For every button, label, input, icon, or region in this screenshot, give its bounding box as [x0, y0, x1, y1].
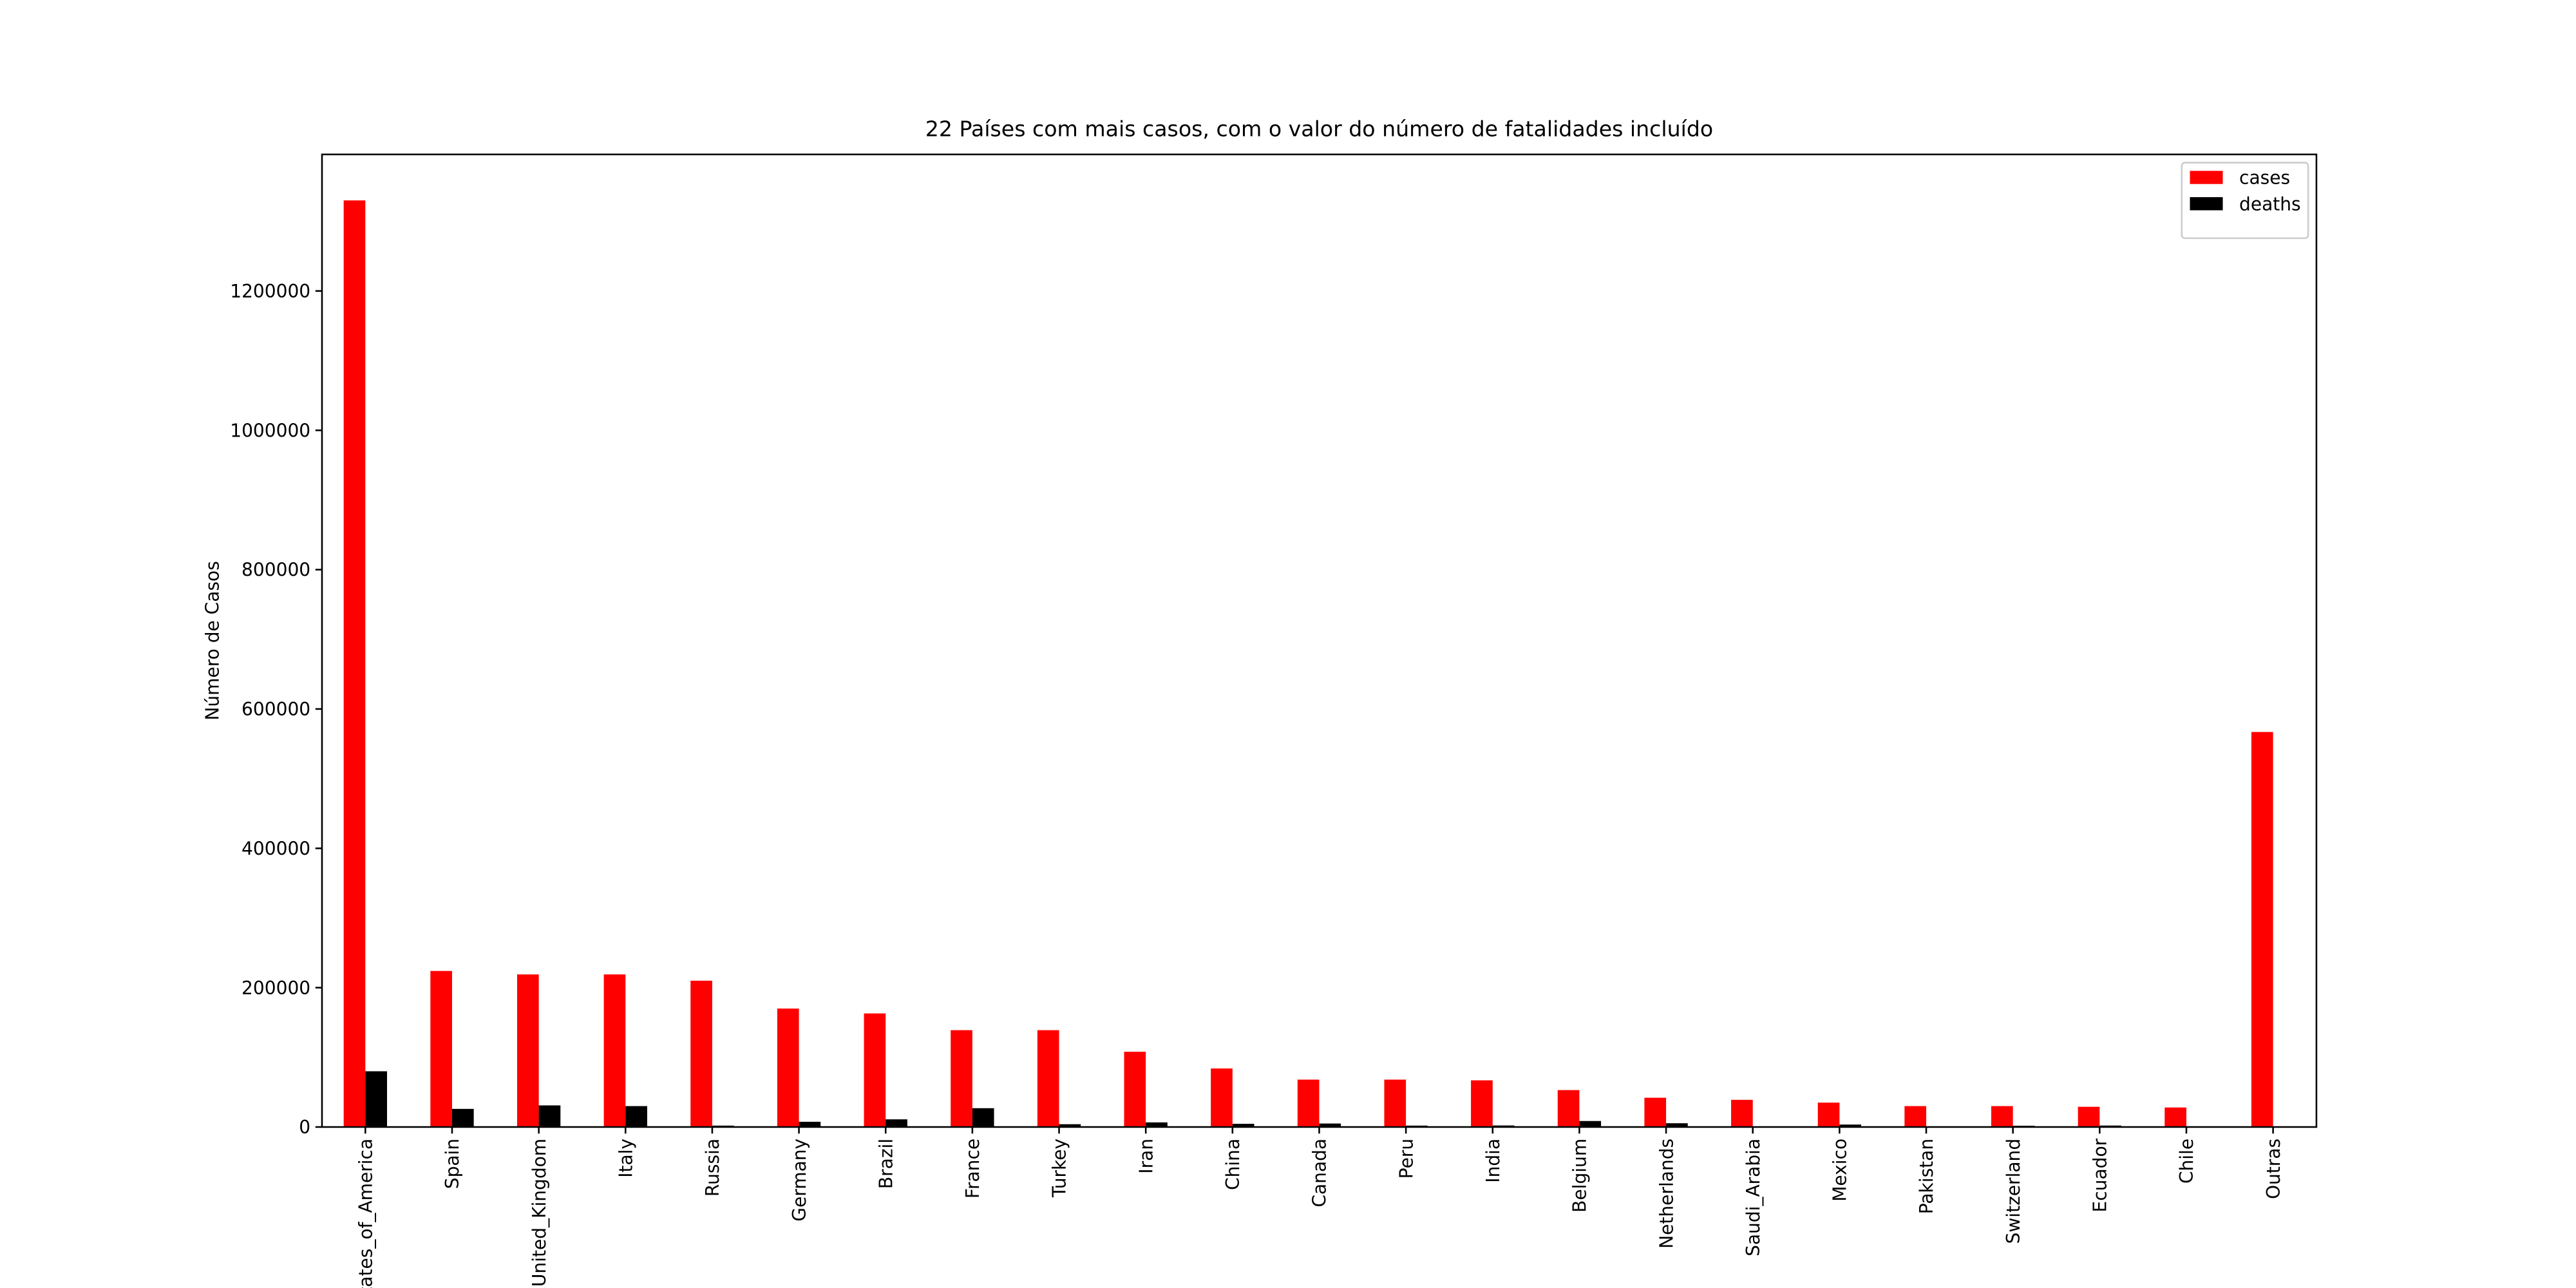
- bar: [864, 1013, 886, 1127]
- bar: [625, 1106, 647, 1127]
- bar: [1991, 1106, 2013, 1127]
- bar: [1839, 1124, 1862, 1127]
- y-tick-label: 1200000: [230, 281, 310, 302]
- x-tick-label: United_Kingdom: [529, 1139, 550, 1287]
- bar: [690, 980, 712, 1127]
- x-tick-label: Germany: [789, 1139, 810, 1222]
- x-tick-label: China: [1222, 1139, 1244, 1190]
- x-tick-label: Ecuador: [2090, 1138, 2111, 1212]
- bar: [430, 971, 452, 1127]
- x-tick-label: France: [962, 1139, 983, 1198]
- x-tick-label: Switzerland: [2003, 1139, 2024, 1244]
- bar: [972, 1108, 994, 1127]
- x-tick-label: Mexico: [1830, 1139, 1851, 1202]
- plot-frame: [321, 153, 2318, 1128]
- bar: [1232, 1124, 1255, 1127]
- bar: [451, 1108, 474, 1127]
- x-tick-label: Saudi_Arabia: [1743, 1139, 1764, 1256]
- bar: [1557, 1090, 1580, 1127]
- bar: [1471, 1080, 1493, 1127]
- x-tick-label: Peru: [1396, 1139, 1417, 1179]
- x-tick-label: Pakistan: [1916, 1139, 1937, 1214]
- bar: [1146, 1122, 1168, 1127]
- bar: [343, 200, 366, 1127]
- bar: [1297, 1079, 1320, 1127]
- y-axis-label: Número de Casos: [202, 561, 223, 720]
- bar: [1904, 1106, 1927, 1127]
- bar: [2164, 1107, 2186, 1127]
- x-tick-label: Turkey: [1049, 1139, 1070, 1198]
- legend-swatch: [2190, 197, 2223, 211]
- bar: [1211, 1068, 1233, 1127]
- bar: [1644, 1097, 1667, 1127]
- x-tick-label: United_States_of_America: [355, 1139, 377, 1288]
- bar: [538, 1105, 561, 1127]
- y-tick-label: 600000: [242, 699, 310, 720]
- bar: [799, 1121, 821, 1127]
- bar: [2251, 732, 2273, 1127]
- x-tick-label: Canada: [1309, 1139, 1331, 1208]
- chart-title: 22 Países com mais casos, com o valor do…: [925, 117, 1713, 142]
- x-tick-label: Brazil: [875, 1139, 896, 1189]
- bar: [1037, 1030, 1059, 1127]
- bar: [886, 1119, 907, 1127]
- legend-swatch: [2190, 171, 2223, 184]
- x-tick-label: Spain: [442, 1139, 463, 1189]
- bar: [777, 1009, 799, 1127]
- bar: [2078, 1106, 2100, 1127]
- x-tick-label: Chile: [2176, 1139, 2197, 1184]
- x-tick-label: Belgium: [1569, 1139, 1591, 1213]
- bar: [1059, 1124, 1081, 1127]
- bar: [1124, 1052, 1146, 1127]
- bar: [1579, 1121, 1602, 1127]
- x-tick-label: Netherlands: [1656, 1139, 1677, 1249]
- y-tick-label: 200000: [242, 978, 310, 999]
- x-tick-label: India: [1482, 1139, 1504, 1183]
- y-tick-label: 400000: [242, 838, 310, 859]
- bar: [1384, 1079, 1406, 1127]
- y-tick-label: 800000: [242, 560, 310, 581]
- bar: [603, 974, 626, 1127]
- x-tick-label: Russia: [702, 1139, 723, 1197]
- legend-label: cases: [2239, 167, 2290, 189]
- bar: [1731, 1099, 1753, 1127]
- x-tick-label: Iran: [1135, 1139, 1157, 1174]
- bar: [1817, 1103, 1840, 1127]
- y-tick-label: 0: [299, 1117, 310, 1138]
- x-tick-label: Italy: [615, 1139, 636, 1178]
- bar: [1666, 1123, 1688, 1127]
- bar: [365, 1071, 387, 1127]
- bar: [951, 1030, 972, 1127]
- bar: [516, 974, 539, 1127]
- x-tick-label: Outras: [2263, 1139, 2284, 1199]
- y-tick-label: 1000000: [230, 420, 310, 441]
- bar: [1319, 1123, 1341, 1127]
- legend-label: deaths: [2239, 194, 2301, 215]
